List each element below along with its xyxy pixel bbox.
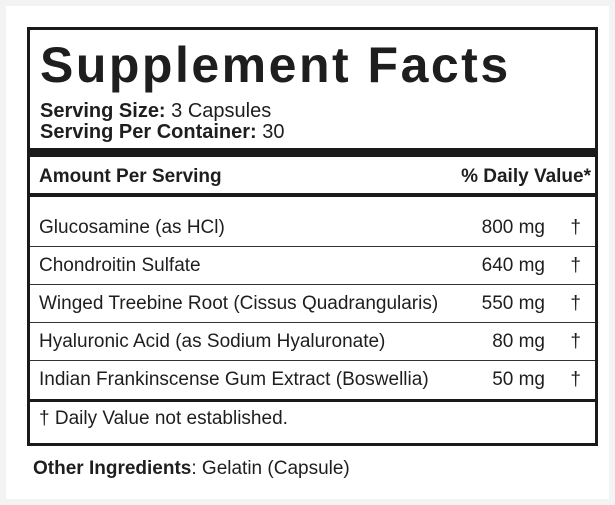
servings-value: 30 [262,121,285,143]
daily-value: † [570,255,581,276]
nutrient-name: Indian Frankinscense Gum Extract (Boswel… [39,369,429,390]
nutrient-amount: 800 mg [481,217,545,238]
nutrient-row: Indian Frankinscense Gum Extract (Boswel… [30,360,595,398]
footnote: † Daily Value not established. [39,408,288,429]
nutrient-amount: 640 mg [481,255,545,276]
other-ingredients: Other Ingredients: Gelatin (Capsule) [33,458,350,480]
serving-size: Serving Size: 3 Capsules [40,100,271,123]
nutrient-row: Hyaluronic Acid (as Sodium Hyaluronate) 8… [30,322,595,361]
daily-value: † [570,293,581,314]
daily-value: † [570,217,581,238]
nutrient-amount: 550 mg [481,293,545,314]
rule [30,193,595,197]
other-ingredients-value: : Gelatin (Capsule) [191,458,350,479]
thick-rule [30,148,595,157]
nutrient-name: Chondroitin Sulfate [39,255,201,276]
title: Supplement Facts [40,37,511,93]
nutrient-name: Hyaluronic Acid (as Sodium Hyaluronate) [39,331,386,352]
servings-label: Serving Per Container: [40,121,257,143]
amount-header: Amount Per Serving [39,166,222,187]
nutrient-name: Winged Treebine Root (Cissus Quadrangula… [39,293,439,314]
nutrient-row: Winged Treebine Root (Cissus Quadrangula… [30,284,595,323]
serving-size-value: 3 Capsules [171,100,272,122]
nutrient-row: Chondroitin Sulfate 640 mg † [30,246,595,285]
servings-per-container: Serving Per Container: 30 [40,121,285,144]
nutrient-amount: 50 mg [492,369,545,390]
nutrient-row: Glucosamine (as HCl) 800 mg † [30,208,595,247]
nutrient-name: Glucosamine (as HCl) [39,217,225,238]
other-ingredients-label: Other Ingredients [33,458,192,479]
facts-box: Supplement Facts Serving Size: 3 Capsule… [27,27,598,446]
rule [30,399,595,402]
daily-value: † [570,369,581,390]
daily-value: † [570,331,581,352]
daily-value-header: % Daily Value* [461,166,591,187]
nutrient-amount: 80 mg [492,331,545,352]
label-sheet: Supplement Facts Serving Size: 3 Capsule… [6,6,609,499]
serving-size-label: Serving Size: [40,100,166,122]
